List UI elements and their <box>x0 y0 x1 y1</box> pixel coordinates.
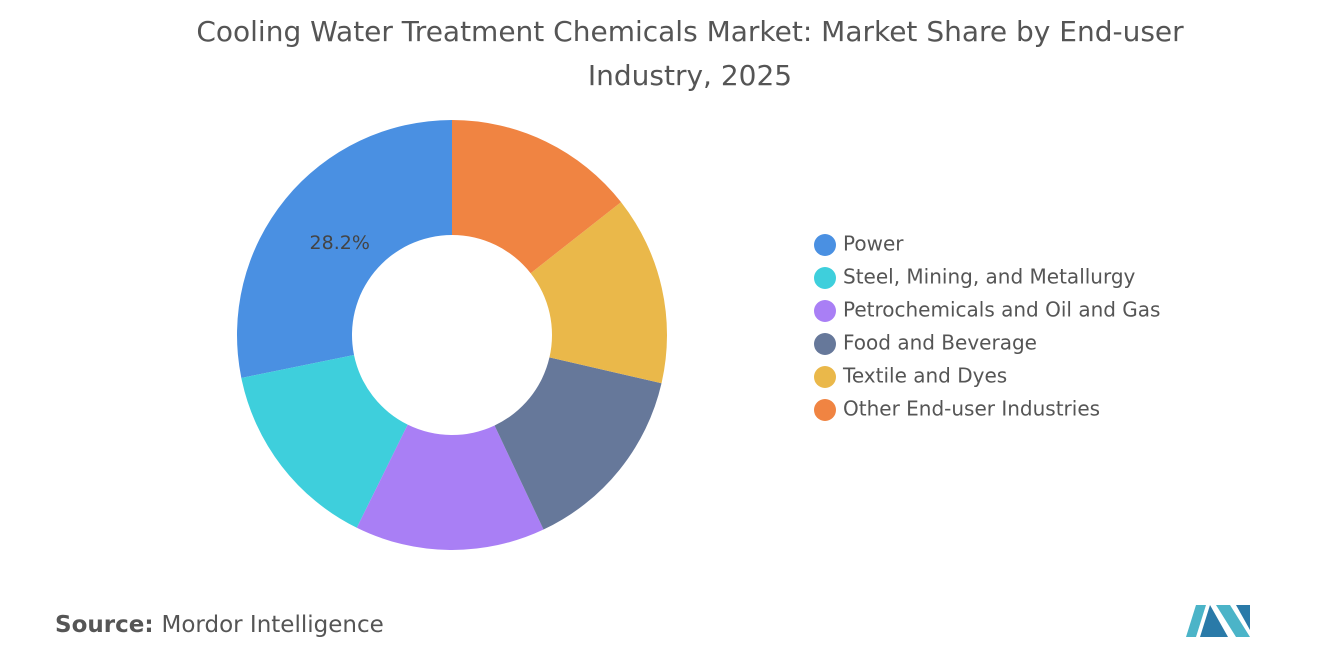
legend-label: Power <box>843 232 904 256</box>
source-label: Source: <box>55 612 154 638</box>
donut-slice <box>530 202 668 384</box>
donut-slice <box>494 357 662 530</box>
donut-slice <box>452 120 622 274</box>
chart-title: Cooling Water Treatment Chemicals Market… <box>196 15 1184 92</box>
legend-label: Textile and Dyes <box>842 364 1007 388</box>
donut-slice <box>241 354 408 528</box>
legend-marker <box>814 267 836 289</box>
source: Source: Mordor Intelligence <box>55 612 384 638</box>
donut-slice <box>356 424 544 550</box>
legend-label: Other End-user Industries <box>843 397 1100 421</box>
legend-marker <box>814 399 836 421</box>
logo <box>1186 605 1250 637</box>
legend-marker <box>814 366 836 388</box>
legend-label: Steel, Mining, and Metallurgy <box>843 265 1136 289</box>
data-label: 28.2% <box>310 232 370 254</box>
source-text: Mordor Intelligence <box>161 612 384 638</box>
legend-label: Petrochemicals and Oil and Gas <box>843 298 1160 322</box>
legend-marker <box>814 333 836 355</box>
legend-label: Food and Beverage <box>843 331 1037 355</box>
donut-slice <box>237 120 452 378</box>
legend-marker <box>814 300 836 322</box>
legend-marker <box>814 234 836 256</box>
